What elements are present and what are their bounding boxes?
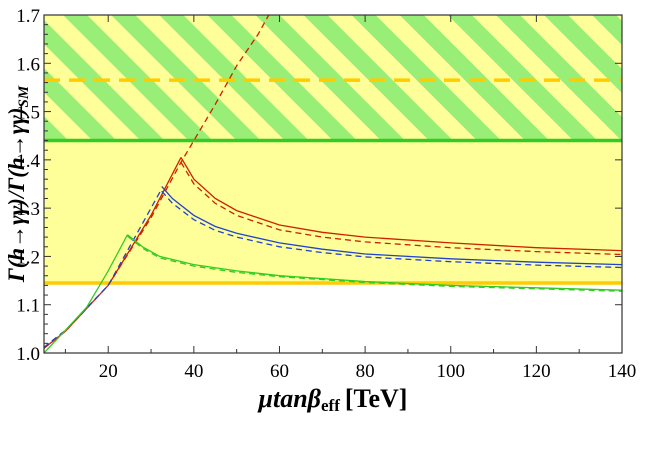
x-tick-label-80: 80 [356, 361, 375, 382]
y-tick-label-1.2: 1.2 [16, 247, 40, 268]
x-axis-label-sub: eff [321, 396, 340, 415]
y-axis-label-main: Γ(h→γγ)/Γ(h→γγ) [4, 108, 29, 284]
series-blue-solid [161, 185, 622, 266]
series-rising-red-dashed [44, 15, 270, 349]
plot-frame [43, 14, 623, 354]
lines-layer [44, 15, 622, 353]
x-axis-label: μtanβeff [TeV] [257, 384, 408, 415]
y-tick-label-1.5: 1.5 [16, 103, 40, 124]
series-green-dashed [127, 235, 622, 292]
series-red-solid [180, 157, 622, 252]
y-axis-label: Γ(h→γγ)/Γ(h→γγ)SM [4, 85, 32, 283]
x-axis-label-main: μtanβ [257, 384, 322, 413]
y-tick-label-1.3: 1.3 [16, 199, 40, 220]
y-tick-label-1.7: 1.7 [16, 6, 40, 27]
x-tick-label-20: 20 [99, 361, 118, 382]
x-tick-label-120: 120 [522, 361, 551, 382]
series-rising-blue-dashed [44, 188, 163, 348]
y-tick-label-1.1: 1.1 [16, 296, 40, 317]
yellow-band [44, 140, 622, 283]
bands-layer [44, 15, 622, 283]
x-axis-label-unit: [TeV] [345, 384, 408, 413]
series-rising-green-solid [44, 234, 129, 353]
series-green-solid [127, 234, 622, 291]
x-tick-label-60: 60 [270, 361, 289, 382]
y-tick-label-1.0: 1.0 [16, 344, 40, 365]
x-tick-label-140: 140 [608, 361, 637, 382]
series-blue-dashed [161, 190, 622, 269]
y-tick-label-1.4: 1.4 [16, 151, 40, 172]
ticks-layer: 20 40 60 80 100 120 140 1.0 1.1 1.2 1.3 1.4 1.5 1.6 1.… [16, 6, 636, 382]
y-tick-label-1.6: 1.6 [16, 54, 40, 75]
x-tick-label-40: 40 [184, 361, 203, 382]
x-tick-label-100: 100 [436, 361, 465, 382]
hatched-excluded-region [44, 15, 622, 141]
series-red-dashed [180, 161, 622, 256]
y-axis-label-sub: SM [16, 85, 32, 107]
